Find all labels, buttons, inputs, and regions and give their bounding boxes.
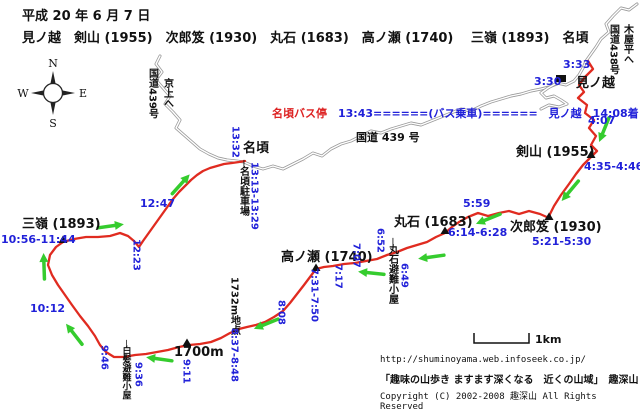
- time-10-12: 10:12: [30, 302, 66, 315]
- label-nagoro-parking: ─名頃駐車場: [237, 160, 249, 217]
- direction-arrow-head: [65, 323, 76, 334]
- direction-arrow-shaft: [563, 179, 581, 199]
- time-7-07: 7:07: [350, 243, 362, 268]
- peak-1700m-triangle: [182, 338, 192, 346]
- hiking-route-line: [46, 59, 599, 359]
- label-route438: 国道438号: [607, 24, 619, 75]
- time-12-23: 12:23: [130, 239, 142, 271]
- road-line-inner: [243, 83, 558, 170]
- label-nagoro: 名頃: [243, 141, 270, 156]
- peak-jirogyu-triangle: [544, 212, 554, 220]
- label-route439-mid: 国道 439 号: [356, 131, 420, 144]
- direction-arrow-head: [114, 220, 124, 230]
- time-4-07: 4:07: [588, 114, 616, 127]
- time-3-30: 3:30: [534, 75, 562, 88]
- time-5-59: 5:59: [463, 197, 491, 210]
- road-line-inner: [540, 3, 638, 110]
- time-5-21-5-30: 5:21-5:30: [532, 235, 592, 248]
- label-kiyadaira-direction: 木屋平へ: [621, 24, 633, 64]
- footer-copyright: Copyright (C) 2002-2008 趣深山 All Rights R…: [380, 392, 597, 412]
- compass-e-label: E: [79, 87, 87, 100]
- direction-arrow-head: [418, 253, 428, 263]
- roads-layer: [154, 2, 639, 171]
- bus-schedule-line: 名頃バス停 13:43======(バス乗車)====== 見ノ越 14:08着: [272, 105, 639, 121]
- footer-site-title: 「趣味の山歩き ますます深くなる 近くの山域」 趣深山: [380, 375, 639, 386]
- time-10-56-11-44: 10:56-11:44: [1, 233, 76, 246]
- direction-arrow-shaft: [479, 212, 502, 224]
- time-9-46: 9:46: [98, 345, 110, 370]
- direction-arrow-shaft: [96, 223, 120, 230]
- time-7-17: 7:17: [332, 264, 344, 289]
- direction-arrow-head: [39, 253, 49, 263]
- time-12-47: 12:47: [140, 197, 176, 210]
- direction-arrow-head: [358, 268, 368, 278]
- map-date: 平成 20 年 6 月 7 日: [22, 9, 151, 24]
- bus-stop-name: 名頃バス停: [272, 107, 338, 120]
- route-track: [46, 59, 599, 359]
- label-1700m: 1700m: [174, 345, 224, 360]
- label-takanose: 高ノ瀬 (1740): [281, 250, 373, 265]
- direction-arrow-head: [146, 353, 156, 363]
- label-maruishi-hut: ─丸石避難小屋: [386, 238, 398, 305]
- time-8-08: 8:08: [275, 300, 287, 325]
- bus-times: 13:43======(バス乗車)====== 見ノ越 14:08着: [338, 107, 639, 120]
- label-tsurugiyama: 剣山 (1955): [516, 145, 595, 160]
- compass-s-label: S: [49, 117, 57, 130]
- direction-arrow-head: [253, 321, 264, 330]
- peak-tsurugiyama-triangle: [586, 150, 596, 158]
- direction-arrow-shaft: [170, 177, 188, 196]
- label-route439-west: 国道439号: [146, 68, 158, 119]
- direction-arrow-shaft: [599, 116, 611, 139]
- time-9-11: 9:11: [180, 359, 192, 384]
- label-maruishi: 丸石 (1683): [394, 215, 473, 230]
- direction-arrow-head: [598, 132, 607, 143]
- direction-arrow-shaft: [422, 253, 446, 260]
- label-kyojo-direction: 京上へ: [161, 78, 173, 108]
- compass-rose: N S W E: [17, 57, 87, 130]
- direction-arrow-shaft: [67, 326, 84, 346]
- scale-label: 1km: [535, 333, 562, 346]
- direction-arrow-shaft: [362, 270, 386, 277]
- compass-circle: [42, 82, 64, 104]
- label-shiraga-hut: ─白髪避難小屋: [120, 340, 131, 400]
- direction-arrow-shaft: [42, 257, 47, 281]
- time-7-31-7-50: 7:31-7:50: [308, 268, 320, 322]
- time-6-49: 6:49: [398, 263, 410, 288]
- peak-markers: [58, 75, 596, 346]
- compass-w-label: W: [17, 87, 29, 100]
- direction-arrow-head: [561, 191, 571, 201]
- time-3-33: 3:33: [563, 58, 591, 71]
- time-4-35-4-46: 4:35-4:46: [584, 160, 640, 173]
- time-9-36: 9:36: [132, 362, 144, 387]
- direction-arrow-shaft: [257, 317, 280, 329]
- peak-maruishi-triangle: [440, 226, 450, 234]
- peak-miune-triangle: [58, 235, 68, 243]
- label-minokoshi: 見ノ越: [576, 76, 616, 91]
- bus-terminal-square: [556, 75, 566, 82]
- label-miune: 三嶺 (1893): [22, 217, 101, 232]
- scale-bar: [473, 333, 530, 344]
- direction-arrow-shaft: [150, 356, 174, 363]
- road-line-inner: [155, 55, 245, 163]
- label-1732m-point: 1732m地点: [228, 277, 240, 336]
- time-6-52: 6:52: [374, 228, 386, 253]
- direction-arrows: [39, 116, 611, 363]
- direction-arrow-head: [475, 216, 486, 225]
- time-8-37-8-48: 8:37-8:48: [228, 328, 240, 382]
- time-6-14-6-28: 6:14-6:28: [448, 226, 508, 239]
- peak-takanose-triangle: [311, 263, 321, 271]
- compass-n-label: N: [48, 57, 58, 70]
- time-13-13-13-29: 13:13-13:29: [248, 162, 260, 230]
- label-jirogyu: 次郎笈 (1930): [510, 220, 602, 235]
- map-route-title: 見ノ越 剣山 (1955) 次郎笈 (1930) 丸石 (1683) 高ノ瀬 (…: [22, 31, 589, 46]
- time-13-32: 13:32: [229, 126, 241, 158]
- footer-url: http://shuminoyama.web.infoseek.co.jp/: [380, 355, 586, 365]
- direction-arrow-head: [180, 174, 190, 185]
